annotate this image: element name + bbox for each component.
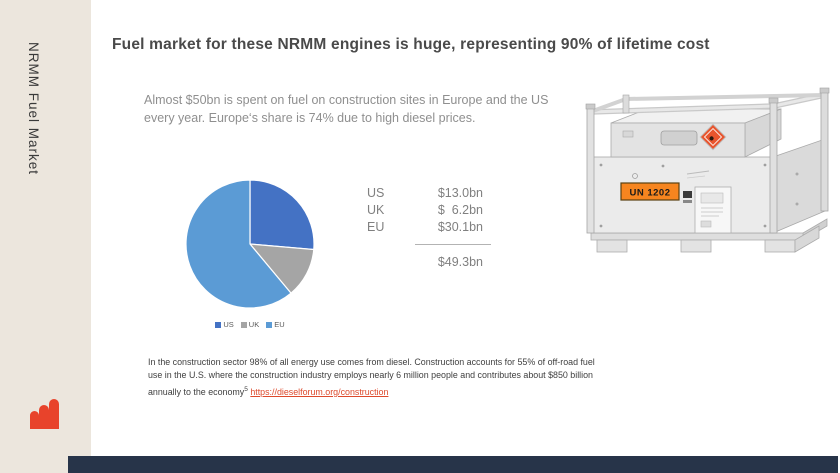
footnote-line2: use in the U.S. where the construction i… bbox=[148, 370, 593, 381]
legend-label-uk: UK bbox=[248, 320, 260, 329]
legend-item-uk: UK bbox=[240, 320, 260, 329]
intro-paragraph: Almost $50bn is spent on fuel on constru… bbox=[144, 93, 549, 125]
svg-text:UN 1202: UN 1202 bbox=[630, 188, 671, 199]
dieselforum-link[interactable]: https://dieselforum.org/construction bbox=[250, 386, 389, 397]
footnote: In the construction sector 98% of all en… bbox=[148, 356, 720, 399]
bottom-accent-bar bbox=[68, 456, 838, 473]
row-value-uk: $ 6.2bn bbox=[437, 203, 483, 217]
table-total: $49.3bn bbox=[437, 255, 483, 269]
row-label-uk: UK bbox=[367, 203, 385, 217]
row-value-eu: $30.1bn bbox=[437, 220, 483, 234]
row-label-us: US bbox=[367, 186, 385, 200]
pie-slices bbox=[185, 179, 315, 309]
legend-swatch-eu bbox=[266, 321, 273, 328]
sum-divider bbox=[415, 244, 491, 245]
sidebar-vertical-title: NRMM Fuel Market bbox=[26, 42, 41, 176]
pie-slice-us bbox=[249, 179, 315, 251]
legend-swatch-uk bbox=[240, 321, 247, 328]
row-value-us: $13.0bn bbox=[437, 186, 483, 200]
slide-title: Fuel market for these NRMM engines is hu… bbox=[112, 36, 710, 53]
fuel-spend-table: US $13.0bn UK $ 6.2bn EU $30.1bn $49.3bn bbox=[367, 185, 491, 271]
pie-figure: US UK EU bbox=[183, 177, 317, 329]
table-row: UK $ 6.2bn bbox=[367, 202, 483, 219]
legend-label-eu: EU bbox=[274, 320, 285, 329]
legend-label-us: US bbox=[223, 320, 234, 329]
pie-legend: US UK EU bbox=[183, 320, 317, 329]
footnote-line3: annually to the economy5 https://dieself… bbox=[148, 383, 720, 399]
legend-swatch-us bbox=[215, 321, 222, 328]
table-row: EU $30.1bn bbox=[367, 219, 483, 236]
pie-chart bbox=[185, 179, 315, 309]
table-row: US $13.0bn bbox=[367, 185, 483, 202]
row-label-eu: EU bbox=[367, 220, 385, 234]
un-1202-label: UN 1202 bbox=[620, 182, 680, 201]
flammable-hazard-diamond-icon bbox=[699, 123, 727, 151]
legend-item-us: US bbox=[215, 320, 234, 329]
footnote-line3-text: annually to the economy bbox=[148, 386, 245, 397]
bar-chart-logo-icon bbox=[30, 399, 59, 429]
pie-slice-eu bbox=[185, 179, 292, 309]
sidebar: NRMM Fuel Market bbox=[0, 0, 91, 473]
footnote-line1: In the construction sector 98% of all en… bbox=[148, 357, 595, 367]
legend-item-eu: EU bbox=[266, 320, 285, 329]
footnote-superscript: 5 bbox=[244, 385, 248, 393]
fuel-tank-container-photo: UN 1202 bbox=[585, 87, 830, 253]
